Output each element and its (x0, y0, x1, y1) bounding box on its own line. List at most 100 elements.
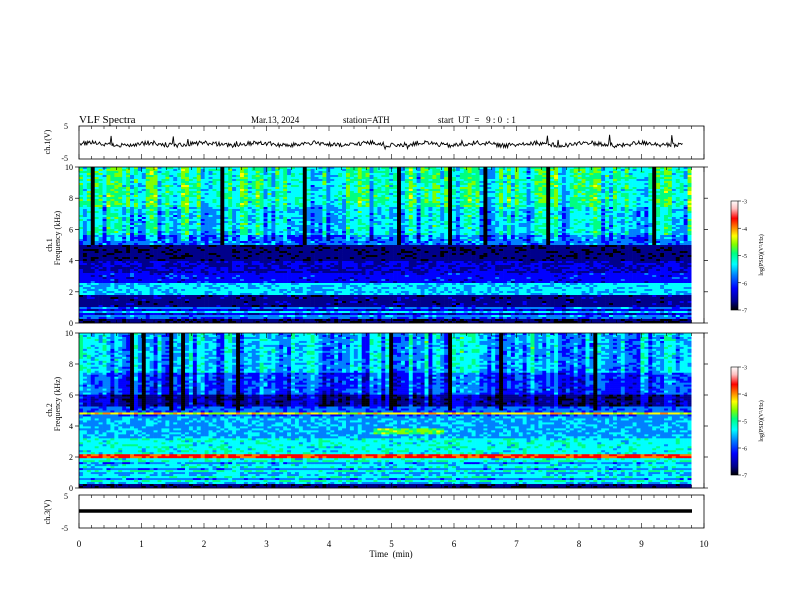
ch1-spectrogram-cell (248, 169, 252, 171)
ch1-spectrogram-cell (228, 209, 232, 211)
ch1-spectrogram-cell (570, 191, 574, 193)
ch1-spectrogram-cell (499, 183, 503, 185)
ch1-spectrogram-cell (621, 195, 625, 197)
ch1-spectrogram-cell (154, 203, 158, 205)
ch1-spectrogram-cell (668, 191, 672, 193)
ch1-spectrogram-cell (330, 207, 334, 209)
ch1-spectrogram-cell (644, 195, 648, 197)
ch1-spectrogram-cell (209, 179, 213, 181)
ch1-spectrogram-cell (377, 187, 381, 189)
ch1-spectrogram-cell (479, 191, 483, 193)
ch1-spectrogram-cell (354, 185, 358, 187)
ch1-spectrogram-cell (185, 209, 189, 211)
ch1-spectrogram-cell (633, 187, 637, 189)
ch1-spectrogram-cell (240, 199, 244, 201)
ch1-spectrogram-cell (275, 203, 279, 205)
ch1-spectrogram-cell (295, 205, 299, 207)
ch1-spectrogram-cell (558, 199, 562, 201)
ch1-spectrogram-cell (656, 181, 660, 183)
ch1-spectrogram-cell (483, 189, 487, 191)
ch1-spectrogram-cell (177, 207, 181, 209)
ch1-spectrogram-cell (468, 201, 472, 203)
ch1-spectrogram-cell (232, 199, 236, 201)
ch1-spectrogram-cell (483, 191, 487, 193)
ch1-spectrogram-cell (629, 199, 633, 201)
ch1-spectrogram-cell (138, 173, 142, 175)
ch1-spectrogram-cell (197, 179, 201, 181)
ch1-spectrogram-cell (79, 179, 83, 181)
ch1-spectrogram-cell (409, 177, 413, 179)
ch1-spectrogram-cell (444, 207, 448, 209)
ch1-spectrogram-cell (483, 169, 487, 171)
ch1-spectrogram-cell (668, 193, 672, 195)
ch1-spectrogram-cell (405, 185, 409, 187)
ch1-spectrogram-cell (173, 173, 177, 175)
ch1-spectrogram-cell (373, 185, 377, 187)
ch1-spectrogram-cell (507, 183, 511, 185)
ch1-spectrogram-cell (193, 205, 197, 207)
ch1-spectrogram-cell (158, 177, 162, 179)
ch1-spectrogram-cell (432, 179, 436, 181)
ch1-spectrogram-cell (483, 177, 487, 179)
ch1-spectrogram-cell (201, 201, 205, 203)
ch1-spectrogram-cell (126, 197, 130, 199)
ch1-spectrogram-cell (87, 189, 91, 191)
ch1-spectrogram-cell (562, 171, 566, 173)
ch1-spectrogram-cell (538, 187, 542, 189)
ch1-spectrogram-cell (279, 183, 283, 185)
ch1-spectrogram-cell (354, 171, 358, 173)
ch1-spectrogram-cell (629, 185, 633, 187)
ch1-spectrogram-cell (354, 175, 358, 177)
ch1-spectrogram-cell (91, 179, 95, 181)
ch1-spectrogram-cell (267, 177, 271, 179)
ch1-spectrogram-cell (130, 187, 134, 189)
ch1-spectrogram-cell (193, 209, 197, 211)
ch1-spectrogram-cell (271, 187, 275, 189)
ch1-spectrogram-cell (334, 199, 338, 201)
ch1-spectrogram-cell (652, 179, 656, 181)
ch1-spectrogram-cell (648, 175, 652, 177)
ch1-spectrogram-cell (491, 191, 495, 193)
ch1-spectrogram-cell (95, 187, 99, 189)
ch1-spectrogram-cell (161, 179, 165, 181)
ch1-spectrogram-cell (601, 183, 605, 185)
ch1-spectrogram-cell (479, 177, 483, 179)
ch1-spectrogram-cell (385, 205, 389, 207)
ch1-spectrogram-cell (216, 171, 220, 173)
ch1-spectrogram-cell (507, 187, 511, 189)
ch1-spectrogram-cell (315, 207, 319, 209)
ch1-spectrogram-cell (87, 199, 91, 201)
ch1-spectrogram-cell (566, 187, 570, 189)
ch1-spectrogram-cell (425, 209, 429, 211)
ch1-spectrogram-cell (413, 171, 417, 173)
ch1-spectrogram-cell (511, 197, 515, 199)
ch1-spectrogram-cell (468, 173, 472, 175)
ch1-spectrogram-cell (350, 189, 354, 191)
ch1-spectrogram-cell (456, 207, 460, 209)
ch1-spectrogram-cell (295, 187, 299, 189)
ch1-spectrogram-cell (267, 201, 271, 203)
ch1-spectrogram-cell (413, 197, 417, 199)
ch1-spectrogram-cell (103, 203, 107, 205)
ch1-spectrogram-cell (212, 183, 216, 185)
ch1-spectrogram-cell (417, 171, 421, 173)
ch1-spectrogram-cell (370, 171, 374, 173)
ch1-spectrogram-cell (476, 181, 480, 183)
ch1-spectrogram-cell (534, 185, 538, 187)
ch1-spectrogram-cell (362, 175, 366, 177)
ch1-spectrogram-cell (122, 193, 126, 195)
ch1-spectrogram-cell (593, 195, 597, 197)
ch1-spectrogram-cell (444, 171, 448, 173)
ch1-spectrogram-cell (311, 177, 315, 179)
ch1-spectrogram-cell (511, 173, 515, 175)
ch1-spectrogram-cell (578, 181, 582, 183)
ch1-spectrogram-cell (476, 201, 480, 203)
ch1-spectrogram-cell (354, 179, 358, 181)
ch1-spectrogram-cell (468, 185, 472, 187)
ch1-spectrogram-cell (118, 197, 122, 199)
ch1-spectrogram-cell (122, 207, 126, 209)
ch1-spectrogram-cell (401, 197, 405, 199)
ch1-spectrogram-cell (421, 191, 425, 193)
ch1-spectrogram-cell (511, 199, 515, 201)
ch1-spectrogram-cell (142, 193, 146, 195)
